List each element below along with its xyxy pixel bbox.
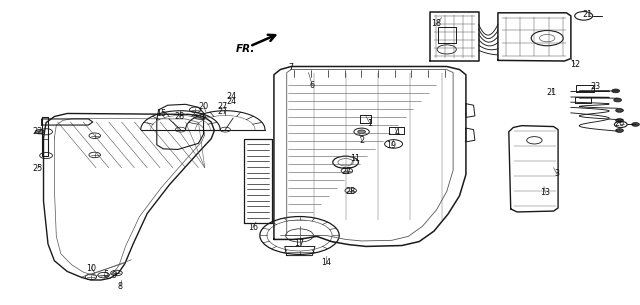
- Text: 10: 10: [86, 264, 97, 273]
- Text: 27: 27: [218, 102, 228, 111]
- Text: 7: 7: [289, 63, 294, 72]
- Circle shape: [616, 109, 623, 112]
- Text: 11: 11: [350, 154, 360, 163]
- Circle shape: [358, 130, 365, 134]
- Text: 14: 14: [321, 258, 332, 267]
- Text: 15: 15: [156, 109, 166, 118]
- Text: 26: 26: [614, 119, 625, 128]
- Text: 6: 6: [310, 81, 315, 90]
- Text: 27: 27: [342, 167, 352, 176]
- Text: FR.: FR.: [236, 45, 255, 54]
- Text: 20: 20: [198, 102, 209, 111]
- Text: 17: 17: [294, 239, 305, 248]
- Circle shape: [35, 130, 44, 134]
- Text: 19: 19: [387, 141, 397, 150]
- Circle shape: [614, 98, 621, 102]
- Text: 21: 21: [582, 10, 593, 19]
- Text: 25: 25: [32, 164, 42, 173]
- Text: 22: 22: [32, 127, 42, 136]
- Text: 18: 18: [431, 19, 442, 28]
- Text: 27: 27: [218, 107, 228, 116]
- Text: 9: 9: [111, 271, 116, 280]
- Text: 24: 24: [227, 92, 237, 101]
- Text: 24: 24: [227, 97, 237, 106]
- Text: 3: 3: [554, 169, 559, 178]
- Text: 1: 1: [367, 119, 372, 128]
- Circle shape: [616, 129, 623, 132]
- Text: 23: 23: [590, 81, 600, 91]
- Text: 28: 28: [174, 112, 184, 121]
- Text: 12: 12: [570, 59, 580, 69]
- Text: 2: 2: [359, 136, 364, 145]
- Text: 8: 8: [118, 282, 123, 291]
- Circle shape: [612, 89, 620, 93]
- Text: 13: 13: [540, 188, 550, 197]
- Text: 4: 4: [394, 128, 399, 137]
- Text: 21: 21: [547, 88, 557, 97]
- Circle shape: [632, 123, 639, 126]
- Circle shape: [616, 119, 623, 122]
- Text: 16: 16: [248, 223, 258, 232]
- Text: 28: 28: [346, 187, 356, 196]
- Text: 5: 5: [103, 270, 108, 279]
